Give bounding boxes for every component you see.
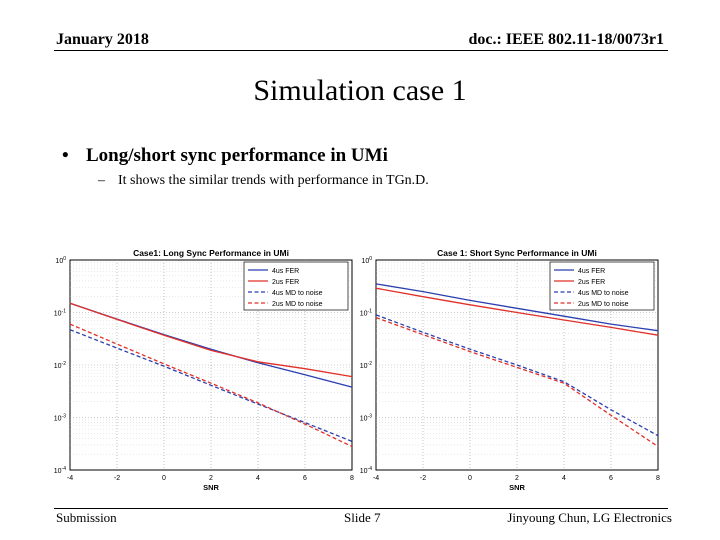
x-axis-label: SNR xyxy=(509,483,525,492)
series-line-2 xyxy=(375,287,659,336)
legend-label: 4us FER xyxy=(272,268,299,275)
y-tick-label: 10-2 xyxy=(360,361,372,370)
header-doc-id: doc.: IEEE 802.11-18/0073r1 xyxy=(468,31,664,48)
bullet-text: Long/short sync performance in UMi xyxy=(86,145,388,166)
chart-title: Case 1: Short Sync Performance in UMi xyxy=(437,248,597,258)
legend-label: 4us FER xyxy=(578,268,605,275)
chart-title: Case1: Long Sync Performance in UMi xyxy=(133,248,289,258)
y-tick-label: 10-2 xyxy=(54,361,66,370)
bullet-marker: • xyxy=(62,145,69,166)
sub-bullet-text: It shows the similar trends with perform… xyxy=(118,173,429,188)
legend-label: 2us FER xyxy=(578,279,605,286)
x-tick-label: 6 xyxy=(609,475,613,482)
legend-box xyxy=(243,261,349,311)
header-date: January 2018 xyxy=(56,31,149,48)
series-line-3 xyxy=(375,314,659,437)
footer-slide-number: Slide 7 xyxy=(344,510,381,525)
x-tick-label: 0 xyxy=(468,475,472,482)
short-sync-chart: Case 1: Short Sync Performance in UMi -4 -… xyxy=(360,248,660,492)
legend-label: 2us FER xyxy=(272,279,299,286)
x-tick-label: 6 xyxy=(303,475,307,482)
x-tick-label: 8 xyxy=(656,475,660,482)
sub-bullet-marker: – xyxy=(98,173,105,188)
series-line-1 xyxy=(375,283,659,332)
sub-bullet-item: – It shows the similar trends with perfor… xyxy=(98,173,429,189)
bullet-item: • Long/short sync performance in UMi xyxy=(62,145,388,167)
x-tick-label: 4 xyxy=(256,475,260,482)
legend-label: 2us MD to noise xyxy=(578,301,629,308)
slide-title: Simulation case 1 xyxy=(253,74,467,107)
legend-label: 4us MD to noise xyxy=(272,290,323,297)
x-tick-label: -4 xyxy=(67,475,73,482)
x-tick-label: 4 xyxy=(562,475,566,482)
x-tick-label: 2 xyxy=(515,475,519,482)
y-tick-label: 10-3 xyxy=(54,414,66,423)
series-line-2 xyxy=(69,302,353,378)
y-tick-label: 100 xyxy=(361,256,372,265)
y-tick-label: 10-1 xyxy=(54,309,66,318)
legend-label: 4us MD to noise xyxy=(578,290,629,297)
series-line-4 xyxy=(69,323,353,448)
header-divider xyxy=(54,50,668,51)
footer-divider xyxy=(54,508,668,509)
footer-submission: Submission xyxy=(56,510,117,525)
x-tick-label: 2 xyxy=(209,475,213,482)
long-sync-chart: Case1: Long Sync Performance in UMi -4 -2 0… xyxy=(54,248,354,492)
legend-label: 2us MD to noise xyxy=(272,301,323,308)
series-line-4 xyxy=(375,316,659,448)
x-tick-label: -2 xyxy=(114,475,120,482)
footer-author: Jinyoung Chun, LG Electronics xyxy=(507,510,672,525)
x-tick-label: 0 xyxy=(162,475,166,482)
x-tick-label: -4 xyxy=(373,475,379,482)
x-tick-label: 8 xyxy=(350,475,354,482)
series-line-3 xyxy=(69,329,353,443)
y-tick-label: 10-4 xyxy=(54,466,66,475)
y-tick-label: 10-1 xyxy=(360,309,372,318)
x-axis-label: SNR xyxy=(203,483,219,492)
x-tick-label: -2 xyxy=(420,475,426,482)
y-tick-label: 100 xyxy=(55,256,66,265)
y-tick-label: 10-3 xyxy=(360,414,372,423)
y-tick-label: 10-4 xyxy=(360,466,372,475)
